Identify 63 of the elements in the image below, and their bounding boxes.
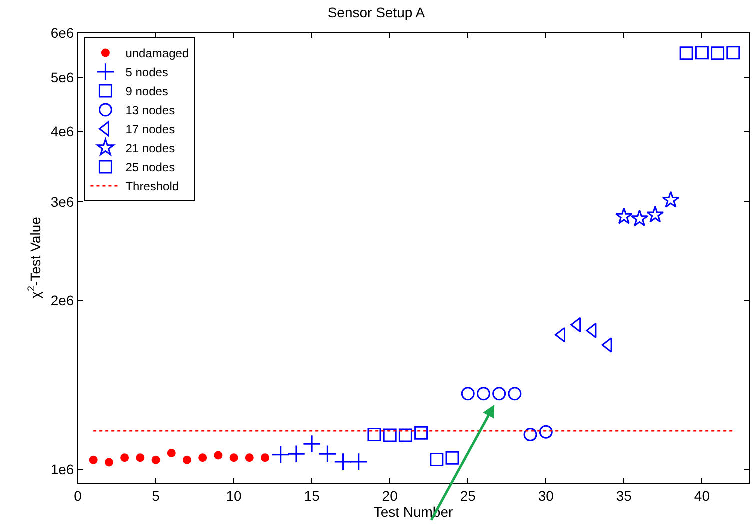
point bbox=[167, 448, 176, 458]
point bbox=[398, 428, 412, 442]
x-tick-label: 25 bbox=[460, 488, 476, 504]
point bbox=[89, 456, 98, 464]
x-tick-label: 30 bbox=[538, 488, 554, 504]
legend-label: 9 nodes bbox=[126, 84, 168, 99]
point bbox=[631, 210, 649, 226]
y-tick-label: 4e6 bbox=[50, 124, 74, 140]
point bbox=[136, 454, 145, 462]
point bbox=[214, 451, 223, 460]
legend-label: 25 nodes bbox=[126, 160, 176, 175]
point bbox=[120, 454, 130, 462]
x-tick-label: 5 bbox=[152, 488, 160, 504]
point bbox=[615, 208, 633, 224]
point bbox=[695, 46, 709, 60]
point bbox=[272, 446, 290, 464]
point bbox=[646, 206, 664, 223]
legend-label: Threshold bbox=[126, 180, 180, 194]
point bbox=[368, 428, 382, 442]
y-tick-label: 1e6 bbox=[50, 462, 74, 478]
point bbox=[586, 323, 597, 338]
point bbox=[711, 46, 725, 60]
point bbox=[287, 445, 306, 464]
legend-label: 21 nodes bbox=[126, 142, 176, 156]
point bbox=[461, 387, 475, 401]
legend-label: undamaged bbox=[126, 46, 190, 61]
point bbox=[245, 454, 254, 462]
point bbox=[446, 451, 460, 465]
legend-label: 13 nodes bbox=[126, 104, 176, 118]
y-tick-label: 5e6 bbox=[50, 69, 74, 86]
point bbox=[414, 426, 428, 440]
x-tick-label: 35 bbox=[616, 488, 632, 504]
point bbox=[318, 445, 337, 464]
x-tick-label: 10 bbox=[226, 488, 242, 504]
point bbox=[104, 458, 114, 467]
point bbox=[334, 452, 352, 472]
point bbox=[524, 428, 538, 442]
point bbox=[539, 425, 553, 439]
point bbox=[492, 387, 506, 401]
point bbox=[680, 46, 694, 60]
point bbox=[198, 454, 208, 462]
point bbox=[230, 454, 238, 462]
point bbox=[350, 452, 368, 472]
legend-label: 17 nodes bbox=[126, 122, 176, 137]
point bbox=[261, 454, 270, 462]
legend-label: 5 nodes bbox=[126, 66, 168, 80]
y-tick-label: 2e6 bbox=[50, 292, 74, 309]
point bbox=[726, 46, 740, 60]
x-tick-label: 15 bbox=[304, 488, 320, 504]
x-tick-label: 0 bbox=[74, 488, 82, 504]
point bbox=[476, 387, 490, 401]
point bbox=[302, 434, 322, 454]
point bbox=[383, 428, 397, 442]
point bbox=[662, 191, 680, 208]
x-tick-label: 20 bbox=[382, 488, 398, 504]
point bbox=[182, 456, 192, 464]
x-tick-label: 40 bbox=[694, 488, 710, 504]
point bbox=[508, 387, 522, 401]
point bbox=[430, 452, 444, 466]
chart-title: Sensor Setup A bbox=[328, 4, 426, 21]
point bbox=[152, 456, 160, 464]
y-tick-label: 3e6 bbox=[50, 194, 74, 210]
y-tick-label: 6e6 bbox=[50, 24, 74, 41]
